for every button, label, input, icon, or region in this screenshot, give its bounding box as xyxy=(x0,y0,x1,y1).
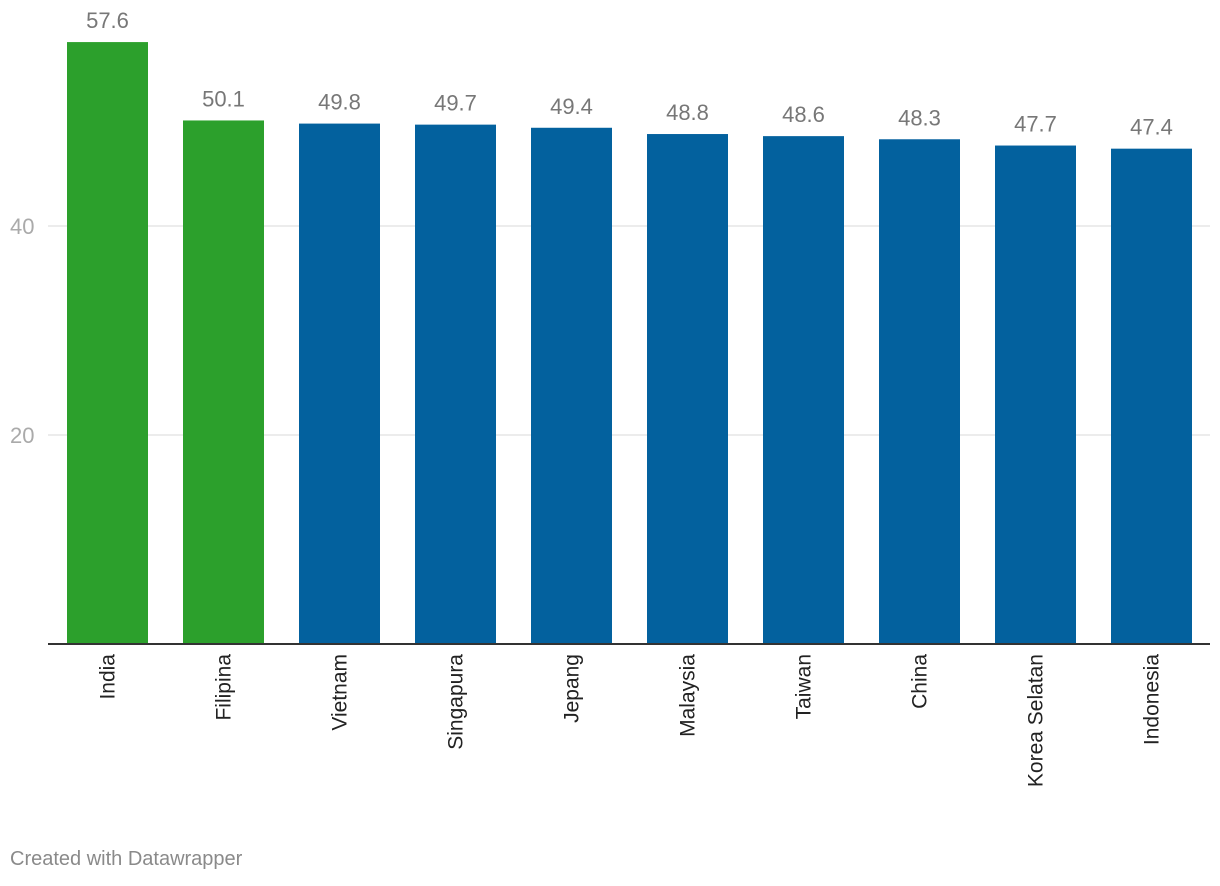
bar xyxy=(531,127,612,644)
value-label: 47.4 xyxy=(1130,115,1173,140)
bar xyxy=(415,124,496,644)
value-label: 48.3 xyxy=(898,105,941,130)
value-label: 49.7 xyxy=(434,91,477,116)
value-label: 48.8 xyxy=(666,100,709,125)
category-label: Indonesia xyxy=(1141,654,1164,745)
value-label: 57.6 xyxy=(86,8,129,33)
category-label: Korea Selatan xyxy=(1025,654,1048,787)
category-label: Filipina xyxy=(213,654,236,721)
bar xyxy=(647,134,728,645)
category-label: Jepang xyxy=(561,654,584,723)
y-tick-label: 40 xyxy=(10,214,34,239)
y-tick-label: 20 xyxy=(10,423,34,448)
bar xyxy=(67,42,148,644)
category-label: China xyxy=(909,654,932,709)
value-label: 49.4 xyxy=(550,94,593,119)
category-label: Singapura xyxy=(445,654,468,750)
value-label: 47.7 xyxy=(1014,112,1057,137)
bar xyxy=(879,139,960,644)
category-label: India xyxy=(97,654,120,700)
bars-layer xyxy=(67,42,1192,645)
category-label: Vietnam xyxy=(329,654,352,731)
value-label: 48.6 xyxy=(782,102,825,127)
credit-text: Created with Datawrapper xyxy=(10,848,243,870)
labels-layer: 57.6 India 50.1 Filipina 49.8 Vietnam 49.7 Sing… xyxy=(86,8,1173,787)
bar xyxy=(299,123,380,645)
bar xyxy=(763,136,844,644)
bar xyxy=(1111,148,1192,645)
bar xyxy=(183,120,264,644)
bar xyxy=(995,145,1076,644)
category-label: Taiwan xyxy=(793,654,816,719)
value-label: 50.1 xyxy=(202,86,245,111)
value-label: 49.8 xyxy=(318,90,361,115)
category-label: Malaysia xyxy=(677,654,700,737)
